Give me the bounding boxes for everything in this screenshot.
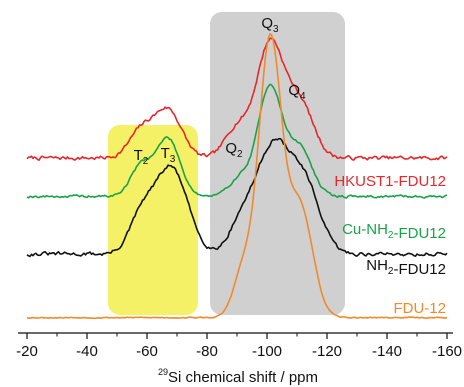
peak-label-q2: Q2 — [225, 140, 243, 160]
x-tick-label: -60 — [136, 343, 158, 360]
peak-label-main: Q — [288, 82, 300, 99]
peak-label-q4: Q4 — [288, 82, 306, 102]
peak-label-sub: 2 — [143, 156, 149, 167]
series-label-part: NH — [366, 257, 388, 274]
peak-label-t3: T3 — [161, 145, 176, 165]
highlight-region-1 — [108, 125, 198, 315]
x-tick-label: -40 — [76, 343, 98, 360]
peak-label-q3: Q3 — [261, 15, 279, 35]
label-group: HKUST1-FDU12Cu-NH2-FDU12NH2-FDU12FDU-12T… — [134, 15, 446, 317]
peak-label-main: T — [161, 145, 170, 162]
series-label-part: 2 — [388, 230, 394, 241]
peak-label-main: Q — [261, 15, 273, 32]
series-label-part: Cu-NH — [342, 221, 388, 238]
x-axis-title-text: Si chemical shift / ppm — [168, 369, 318, 386]
series-label-3: NH2-FDU12 — [366, 257, 446, 278]
x-tick-label: -140 — [372, 343, 402, 360]
series-line-3 — [26, 137, 448, 258]
x-axis-title: 29Si chemical shift / ppm — [158, 367, 318, 386]
x-axis-title-superscript: 29 — [158, 367, 168, 377]
peak-label-sub: 4 — [300, 91, 306, 102]
series-label-1: HKUST1-FDU12 — [334, 173, 446, 190]
x-tick-label: -80 — [196, 343, 218, 360]
series-label-part: -FDU12 — [393, 261, 446, 278]
peak-label-sub: 3 — [273, 24, 279, 35]
series-label-part: 2 — [388, 266, 394, 277]
series-label-4: FDU-12 — [393, 300, 446, 317]
series-label-part: FDU-12 — [393, 300, 446, 317]
x-axis: -20 -40 -60 -80 -100 -120 -140 -160 — [16, 332, 462, 360]
series-label-part: HKUST1-FDU12 — [334, 173, 446, 190]
x-tick-label: -120 — [312, 343, 342, 360]
series-line-1 — [26, 37, 448, 161]
series-line-2 — [26, 83, 448, 199]
peak-label-main: T — [134, 147, 143, 164]
x-tick-label: -160 — [432, 343, 462, 360]
series-label-2: Cu-NH2-FDU12 — [342, 221, 446, 242]
peak-label-main: Q — [225, 140, 237, 157]
peak-label-sub: 2 — [237, 149, 243, 160]
highlight-region-2 — [210, 12, 345, 315]
series-group — [26, 33, 448, 320]
x-tick-label: -20 — [16, 343, 38, 360]
series-line-4 — [26, 33, 448, 320]
peak-label-sub: 3 — [170, 154, 176, 165]
x-tick-label: -100 — [252, 343, 282, 360]
peak-label-t2: T2 — [134, 147, 149, 167]
series-label-part: -FDU12 — [393, 225, 446, 242]
